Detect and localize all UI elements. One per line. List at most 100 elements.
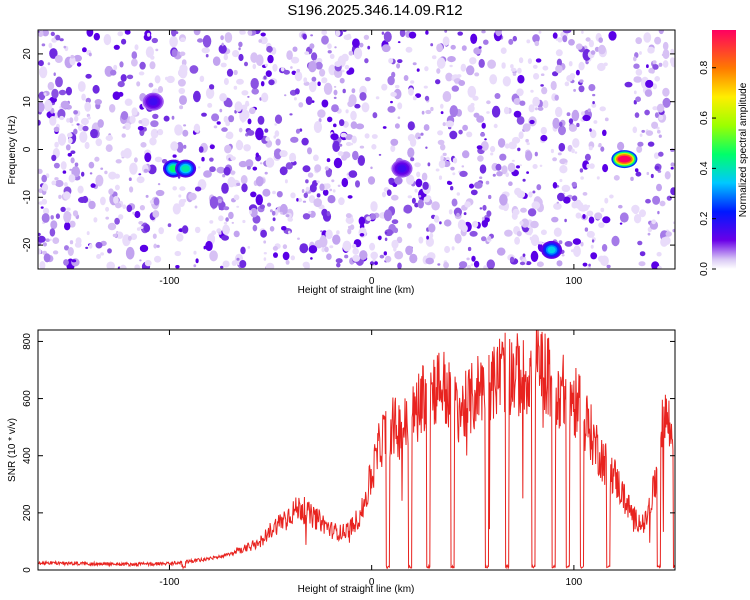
spectrogram-cell — [529, 231, 532, 236]
spectrogram-cell — [218, 44, 227, 54]
spectrogram-cell — [382, 126, 387, 129]
spectrogram-cell — [672, 221, 675, 224]
spectrogram-cell — [309, 43, 315, 49]
spectrogram-cell — [639, 51, 642, 55]
spectrogram-cell — [114, 217, 120, 225]
spectrogram-cell — [345, 141, 352, 147]
spectrogram-cell — [438, 175, 443, 180]
spectrogram-cell — [575, 69, 580, 76]
spectrogram-cell — [296, 68, 301, 73]
spectrogram-cell — [394, 123, 400, 129]
spectrogram-cell — [566, 112, 571, 117]
spectrogram-cell — [661, 237, 667, 244]
spectrogram-cell — [193, 123, 201, 133]
spectrogram-cell — [188, 192, 197, 201]
spectrogram-cell — [552, 157, 557, 162]
snr-x-ticks: -100 0 100 — [159, 330, 583, 588]
spectrogram-cell — [481, 216, 485, 221]
spectrogram-cell — [313, 154, 319, 162]
spectrogram-cell — [69, 56, 76, 66]
spectrogram-cell — [611, 235, 620, 247]
spectrogram-cell — [211, 113, 220, 122]
spectrogram-cell — [658, 62, 663, 67]
spectrogram-cell — [209, 157, 214, 162]
spectrogram-cell — [59, 38, 64, 42]
spectrogram-cell — [263, 240, 267, 244]
spectrogram-cell — [315, 61, 323, 70]
spectrogram-cell — [244, 61, 248, 67]
spectrogram-cell — [321, 30, 328, 35]
spectrogram-cell — [209, 220, 214, 224]
spectrogram-cell — [408, 87, 414, 96]
spectrogram-cell — [321, 35, 329, 45]
spectrogram-cell — [255, 54, 264, 66]
spectrogram-cell — [483, 265, 488, 269]
spectrogram-cell — [646, 64, 649, 69]
spectrogram-cell — [118, 214, 124, 220]
spectrogram-hotspot-3 — [547, 246, 556, 254]
spectrogram-cell — [495, 30, 502, 37]
spectrogram-cell — [590, 244, 594, 249]
spectrogram-cell — [334, 61, 342, 67]
spectrogram-cell — [564, 162, 568, 165]
spectrogram-cell — [272, 190, 276, 195]
spectrogram-cell — [588, 84, 596, 92]
spectrogram-cell — [403, 75, 409, 81]
spectrogram-cell — [519, 220, 524, 226]
spectrogram-cell — [472, 95, 479, 101]
spectrogram-cell — [112, 233, 118, 238]
spectrogram-cell — [658, 151, 664, 157]
spectrogram-cell — [423, 85, 428, 89]
spectrogram-cell — [44, 92, 47, 96]
spectrogram-cell — [316, 193, 321, 198]
spectrogram-cell — [63, 222, 71, 231]
spectrogram-cell — [496, 171, 503, 177]
spectrogram-cell — [602, 129, 607, 136]
spectrogram-cell — [670, 61, 675, 68]
spectrogram-cell — [457, 31, 464, 36]
spectrogram-cell — [104, 170, 108, 175]
spectrogram-cell — [393, 227, 399, 234]
spectrogram-cell — [437, 139, 445, 145]
spectrogram-cell — [531, 201, 541, 210]
colorbar-label: Normalized spectral amplitude — [738, 82, 749, 217]
spectrogram-cell — [249, 107, 256, 115]
spectrogram-cell — [433, 215, 440, 223]
spectrogram-cell — [143, 224, 151, 233]
spectrogram-hotspot-5 — [397, 165, 407, 173]
spectrogram-y-tick-label: 20 — [22, 48, 33, 60]
spectrogram-cell — [644, 89, 653, 97]
spectrogram-cell — [574, 151, 578, 154]
spectrogram-cell — [411, 197, 416, 204]
spectrogram-cell — [333, 85, 337, 88]
spectrogram-cell — [440, 143, 446, 151]
spectrogram-cell — [236, 257, 240, 261]
spectrogram-cell — [153, 243, 157, 249]
spectrogram-cell — [157, 183, 161, 186]
spectrogram-cell — [631, 204, 640, 214]
spectrogram-cell — [112, 91, 121, 100]
spectrogram-cell — [322, 189, 329, 196]
spectrogram-cell — [653, 152, 660, 159]
spectrogram-cell — [604, 117, 609, 122]
spectrogram-cell — [53, 126, 60, 132]
spectrogram-cell — [201, 112, 207, 117]
spectrogram-cell — [100, 196, 106, 206]
spectrogram-cell — [503, 106, 510, 115]
spectrogram-cell — [203, 245, 207, 250]
spectrogram-cell — [586, 230, 595, 238]
spectrogram-cell — [363, 34, 370, 40]
spectrogram-y-tick-label: 10 — [22, 96, 33, 108]
spectrogram-cell — [462, 124, 468, 131]
spectrogram-cell — [516, 165, 520, 169]
spectrogram-cell — [169, 35, 178, 48]
spectrogram-cell — [551, 216, 559, 223]
spectrogram-cell — [613, 175, 620, 181]
spectrogram-cell — [220, 62, 227, 68]
spectrogram-cell — [635, 96, 641, 102]
spectrogram-cell — [140, 117, 150, 127]
spectrogram-cell — [367, 176, 376, 185]
spectrogram-cell — [313, 198, 323, 208]
spectrogram-cell — [130, 233, 138, 240]
spectrogram-cell — [69, 240, 74, 245]
